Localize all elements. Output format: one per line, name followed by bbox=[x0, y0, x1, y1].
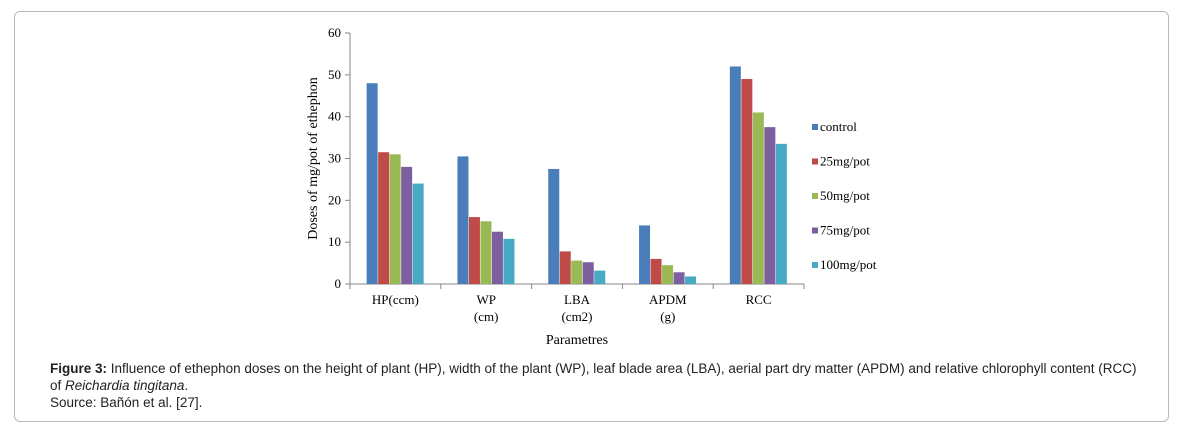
legend-label: 75mg/pot bbox=[820, 223, 870, 238]
bar-50mgpot bbox=[480, 221, 492, 284]
x-tick-label: WP bbox=[476, 292, 496, 307]
legend-swatch bbox=[812, 193, 818, 199]
y-tick-label: 0 bbox=[335, 276, 342, 291]
y-tick-label: 30 bbox=[328, 151, 341, 166]
legend-swatch bbox=[812, 262, 818, 268]
x-tick-label: (cm2) bbox=[561, 309, 592, 324]
bar-100mgpot bbox=[412, 183, 424, 284]
legend-swatch bbox=[812, 124, 818, 130]
bar-100mgpot bbox=[503, 238, 515, 284]
bar-75mgpot bbox=[582, 262, 594, 284]
bar-100mgpot bbox=[685, 276, 697, 284]
bar-control bbox=[729, 66, 741, 284]
y-tick-label: 60 bbox=[328, 25, 341, 40]
y-axis-title: Doses of mg/pot of ethephon bbox=[306, 77, 321, 240]
legend-swatch bbox=[812, 158, 818, 165]
x-tick-label: APDM bbox=[649, 292, 687, 307]
bar-75mgpot bbox=[764, 127, 776, 284]
bar-25mgpot bbox=[650, 258, 662, 284]
bar-100mgpot bbox=[775, 143, 787, 284]
y-tick-label: 10 bbox=[328, 234, 341, 249]
x-tick-label: RCC bbox=[746, 292, 772, 307]
bar-25mgpot bbox=[559, 251, 571, 284]
bar-50mgpot bbox=[571, 260, 583, 284]
bar-75mgpot bbox=[491, 231, 503, 284]
caption-text: Influence of ethephon doses on the heigh… bbox=[50, 361, 1137, 393]
bar-control bbox=[366, 83, 378, 284]
bar-control bbox=[548, 168, 560, 284]
x-tick-label: (cm) bbox=[474, 309, 499, 324]
y-tick-label: 50 bbox=[328, 67, 341, 82]
legend-label: 25mg/pot bbox=[820, 154, 870, 169]
y-tick-label: 20 bbox=[328, 192, 341, 207]
bar-50mgpot bbox=[752, 112, 764, 284]
x-tick-label: HP(ccm) bbox=[372, 292, 419, 307]
legend-label: 100mg/pot bbox=[820, 257, 877, 272]
bar-control bbox=[639, 225, 651, 284]
caption-label: Figure 3: bbox=[50, 361, 108, 376]
figure-caption: Figure 3: Influence of ethephon doses on… bbox=[50, 360, 1150, 411]
figure-frame bbox=[14, 11, 1169, 422]
legend-label: control bbox=[820, 119, 857, 134]
bar-75mgpot bbox=[673, 272, 685, 284]
caption-end: . bbox=[184, 378, 189, 393]
caption-source: Source: Bañón et al. [27]. bbox=[50, 395, 203, 410]
bar-25mgpot bbox=[468, 217, 480, 284]
bar-25mgpot bbox=[378, 152, 390, 284]
x-tick-label: (g) bbox=[660, 309, 675, 324]
bar-50mgpot bbox=[389, 154, 401, 284]
bar-100mgpot bbox=[594, 270, 606, 284]
bar-25mgpot bbox=[741, 79, 753, 285]
legend-label: 50mg/pot bbox=[820, 188, 870, 203]
bar-control bbox=[457, 156, 469, 284]
bar-75mgpot bbox=[401, 166, 413, 284]
caption-species: Reichardia tingitana bbox=[65, 378, 185, 393]
legend-swatch bbox=[812, 227, 818, 234]
x-tick-label: LBA bbox=[564, 292, 591, 307]
x-axis-title: Parametres bbox=[546, 333, 608, 348]
bar-50mgpot bbox=[662, 265, 674, 284]
bar-chart: 0 10 20 30 40 50 60 HP(ccm) WP (cm) LBA (cm2) APDM (g… bbox=[306, 25, 877, 348]
y-tick-label: 40 bbox=[328, 109, 341, 124]
